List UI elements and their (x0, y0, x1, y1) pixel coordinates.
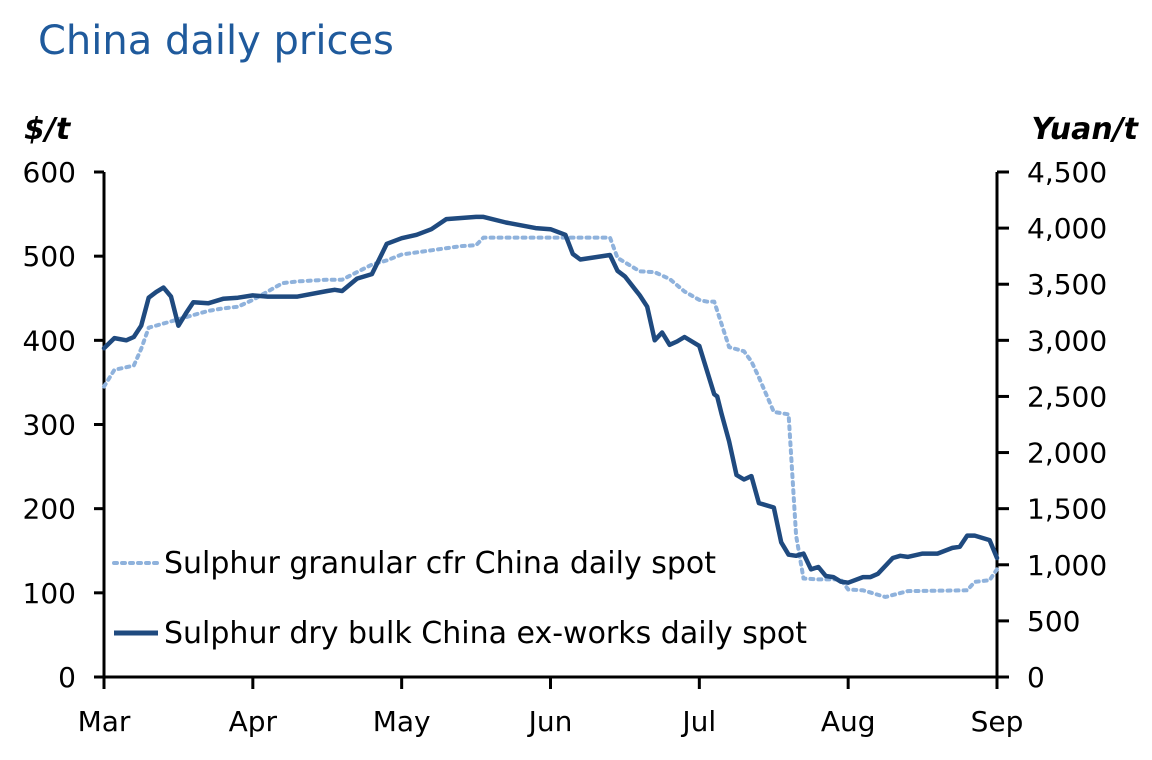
series-line-granular-cfr (102, 235, 999, 599)
right-tick-label: 3,000 (1027, 324, 1107, 357)
series-line-dry-bulk-ex-works (101, 214, 1000, 585)
left-tick-label: 100 (23, 577, 76, 610)
x-tick-label: Mar (78, 705, 131, 738)
x-tick-label: May (373, 705, 431, 738)
legend-label: Sulphur granular cfr China daily spot (164, 546, 716, 581)
legend-label: Sulphur dry bulk China ex-works daily sp… (164, 616, 807, 651)
left-tick-label: 400 (23, 324, 76, 357)
right-tick-label: 1,000 (1027, 549, 1107, 582)
left-tick-label: 0 (58, 661, 76, 694)
left-tick-label: 600 (23, 156, 76, 189)
left-axis-unit: $/t (24, 112, 72, 147)
x-tick-label: Sep (971, 705, 1024, 738)
right-tick-label: 2,000 (1027, 437, 1107, 470)
x-tick-label: Aug (821, 705, 876, 738)
right-tick-label: 3,500 (1027, 268, 1107, 301)
page-title: China daily prices (38, 18, 394, 64)
right-tick-label: 0 (1027, 661, 1045, 694)
right-tick-label: 4,000 (1027, 212, 1107, 245)
left-tick-label: 200 (23, 493, 76, 526)
right-tick-label: 1,500 (1027, 493, 1107, 526)
left-tick-label: 500 (23, 240, 76, 273)
right-tick-label: 2,500 (1027, 380, 1107, 413)
x-tick-label: Jun (527, 705, 573, 738)
x-tick-label: Apr (229, 705, 278, 738)
left-tick-label: 300 (23, 409, 76, 442)
x-tick-label: Jul (680, 705, 716, 738)
right-tick-label: 4,500 (1027, 156, 1107, 189)
right-axis-unit: Yuan/t (1031, 112, 1139, 147)
right-tick-label: 500 (1027, 605, 1080, 638)
